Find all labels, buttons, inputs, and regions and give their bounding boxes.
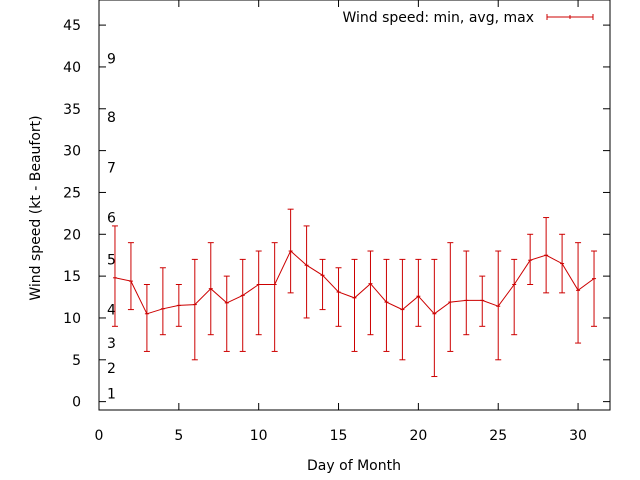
legend-label: Wind speed: min, avg, max — [342, 10, 534, 26]
y-tick-label: 0 — [72, 395, 81, 411]
beaufort-label: 6 — [107, 211, 116, 227]
beaufort-scale-labels: 1 2 3 4 5 6 7 8 9 — [107, 52, 116, 403]
legend-sample — [546, 14, 594, 20]
beaufort-label: 7 — [107, 160, 116, 176]
series-lines — [112, 250, 597, 315]
beaufort-label: 8 — [107, 110, 116, 126]
x-tick-label: 0 — [95, 428, 104, 444]
x-axis-label: Day of Month — [307, 458, 401, 474]
beaufort-label: 9 — [107, 52, 116, 68]
legend: Wind speed: min, avg, max — [342, 10, 594, 26]
x-axis: 0 5 10 15 20 25 30 — [95, 0, 587, 444]
x-tick-label: 30 — [569, 428, 587, 444]
y-tick-label: 15 — [63, 269, 81, 285]
x-tick-label: 10 — [250, 428, 268, 444]
beaufort-label: 5 — [107, 252, 116, 268]
y-tick-label: 45 — [63, 18, 81, 34]
x-tick-label: 5 — [174, 428, 183, 444]
beaufort-label: 1 — [107, 386, 116, 402]
x-tick-label: 25 — [489, 428, 507, 444]
x-tick-label: 15 — [330, 428, 348, 444]
y-tick-label: 40 — [63, 60, 81, 76]
beaufort-label: 2 — [107, 361, 116, 377]
beaufort-label: 4 — [107, 303, 116, 319]
plot-frame — [98, 0, 611, 411]
y-tick-label: 35 — [63, 102, 81, 118]
y-tick-label: 5 — [72, 353, 81, 369]
x-tick-label: 20 — [409, 428, 427, 444]
error-bars — [111, 208, 598, 378]
y-tick-label: 30 — [63, 144, 81, 160]
beaufort-label: 3 — [107, 336, 116, 352]
y-axis-label: Wind speed (kt - Beaufort) — [28, 115, 44, 300]
y-tick-label: 20 — [63, 227, 81, 243]
y-tick-label: 25 — [63, 185, 81, 201]
y-tick-label: 10 — [63, 311, 81, 327]
